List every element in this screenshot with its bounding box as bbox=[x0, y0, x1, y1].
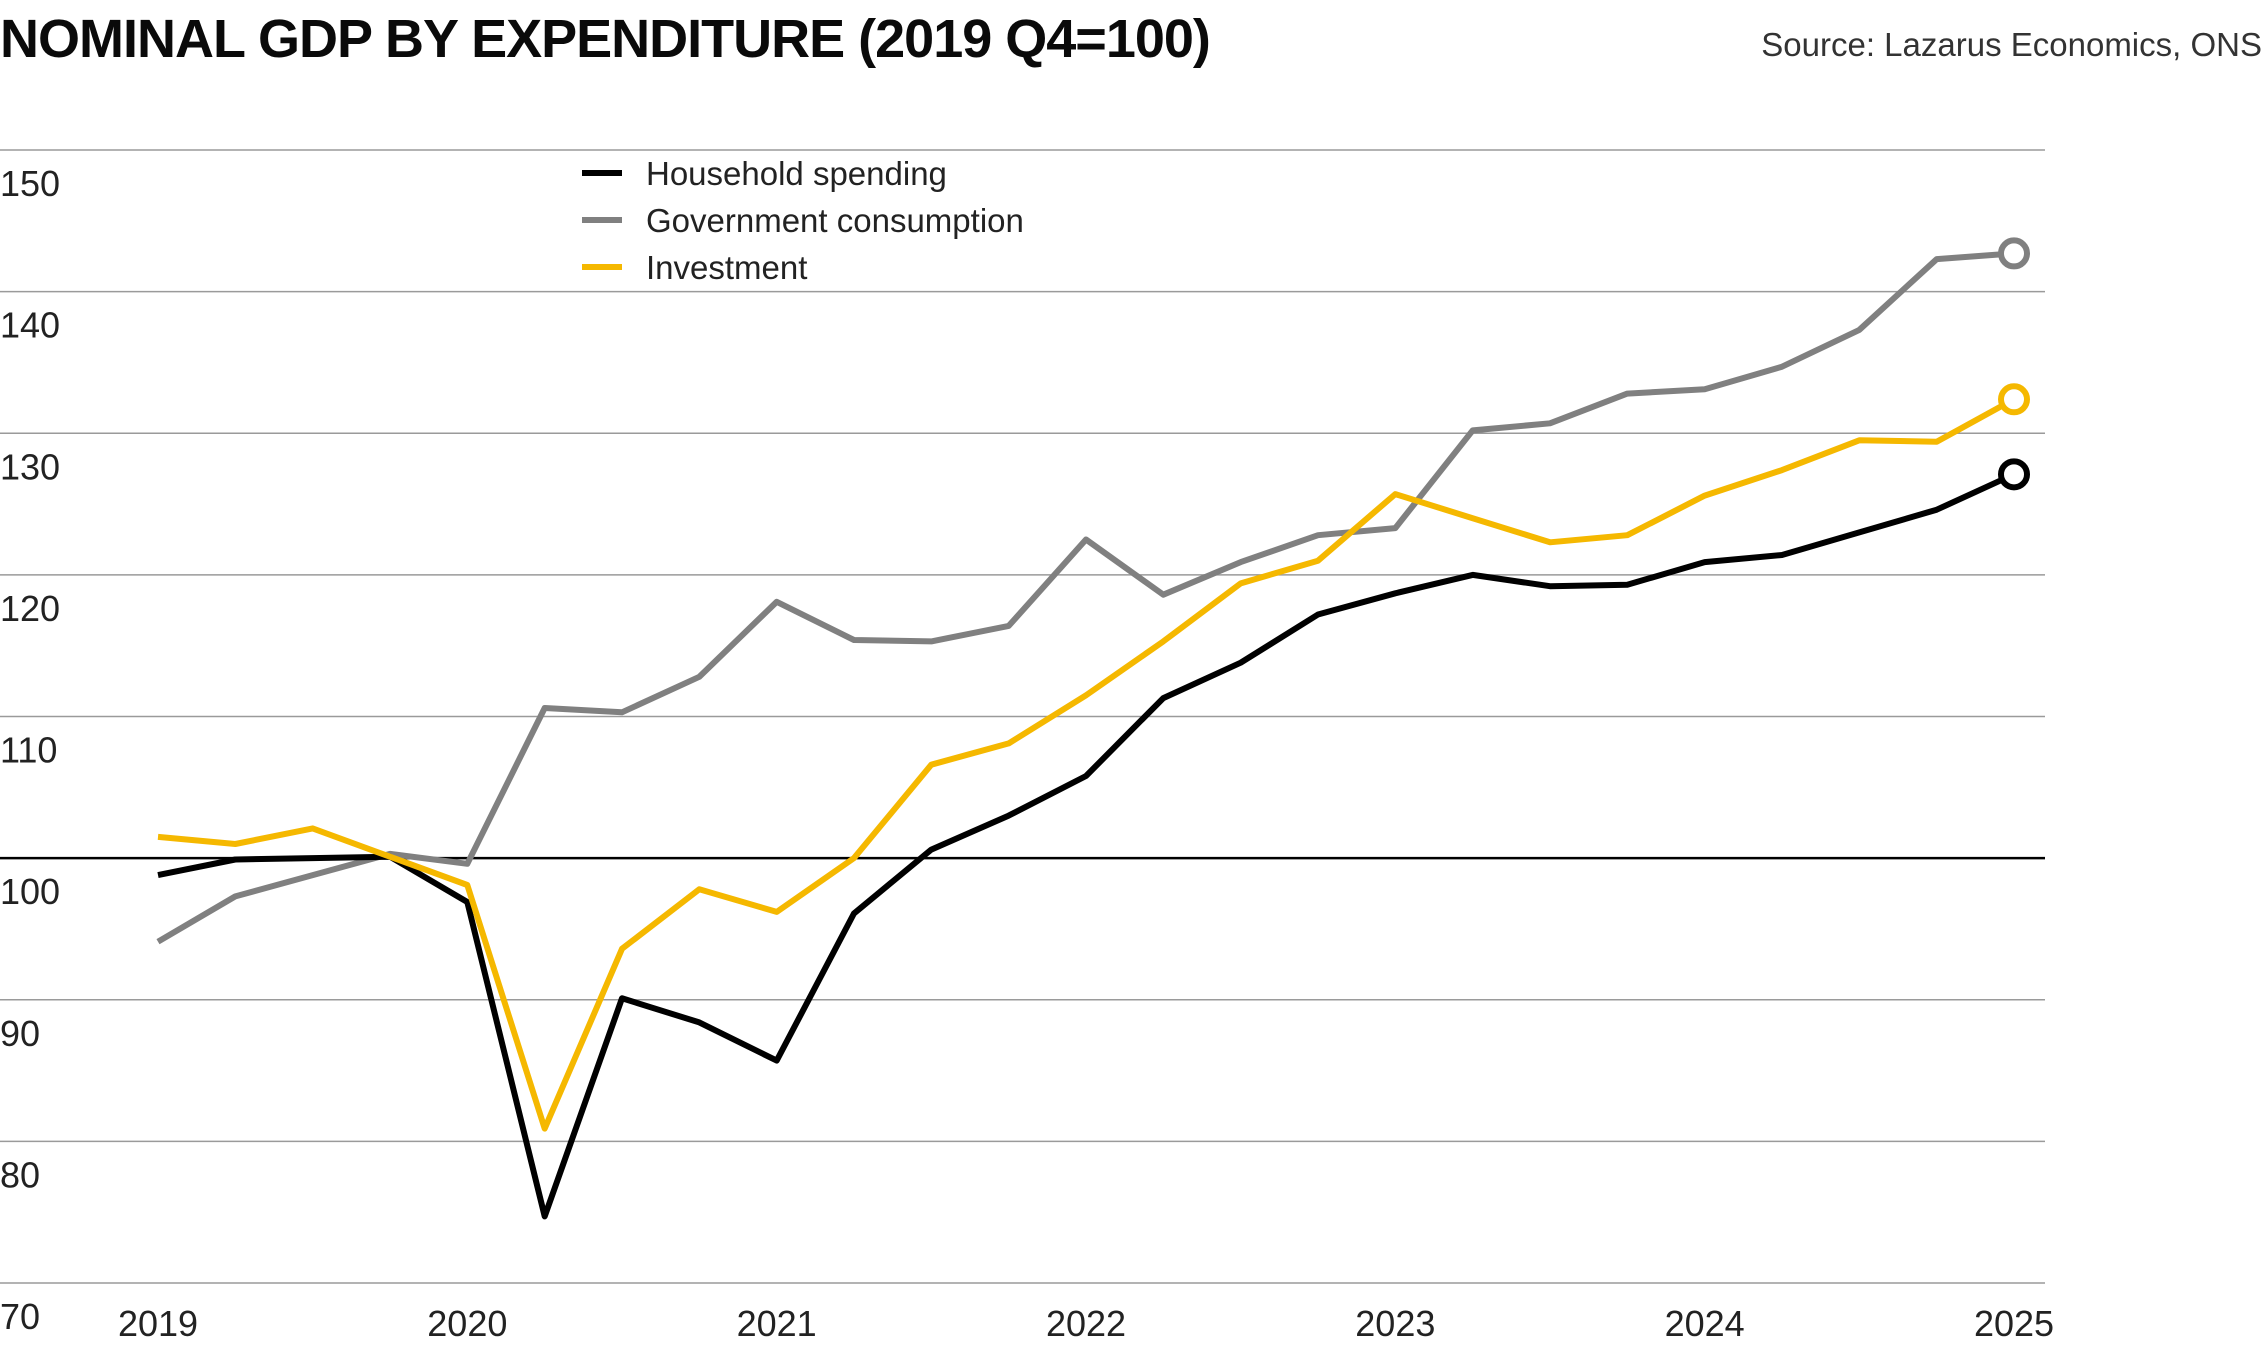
x-tick-label: 2024 bbox=[1665, 1303, 1745, 1344]
series-line-household-spending bbox=[157, 471, 2016, 1220]
legend-label-investment: Investment bbox=[646, 249, 807, 286]
chart-title: NOMINAL GDP BY EXPENDITURE (2019 Q4=100) bbox=[0, 9, 1211, 69]
series-end-marker-investment bbox=[1998, 383, 2030, 416]
legend: Household spending Government consumption… bbox=[582, 155, 1024, 286]
series-end-marker-government-consumption bbox=[1998, 237, 2030, 270]
y-tick-label: 140 bbox=[0, 305, 60, 346]
series-line-investment bbox=[157, 396, 2016, 1132]
x-tick-label: 2022 bbox=[1046, 1303, 1126, 1344]
y-tick-label: 100 bbox=[0, 871, 60, 912]
x-tick-label: 2021 bbox=[737, 1303, 817, 1344]
y-axis-ticks: 150 140 130 120 110 100 90 80 70 bbox=[0, 163, 60, 1337]
y-tick-label: 110 bbox=[0, 730, 57, 771]
gridlines bbox=[0, 149, 2045, 1284]
y-tick-label: 80 bbox=[0, 1154, 40, 1195]
y-tick-label: 120 bbox=[0, 588, 60, 629]
y-tick-label: 70 bbox=[0, 1296, 40, 1337]
y-tick-label: 130 bbox=[0, 446, 60, 487]
series-lines bbox=[156, 237, 2030, 1220]
chart-source: Source: Lazarus Economics, ONS bbox=[1761, 26, 2262, 63]
legend-label-government-consumption: Government consumption bbox=[646, 202, 1024, 239]
y-tick-label: 150 bbox=[0, 163, 60, 204]
series-end-marker-household-spending bbox=[1998, 458, 2030, 491]
x-tick-label: 2023 bbox=[1355, 1303, 1435, 1344]
series-line-government-consumption bbox=[156, 250, 2015, 945]
legend-label-household-spending: Household spending bbox=[646, 155, 947, 192]
x-axis-ticks: 2019 2020 2021 2022 2023 2024 2025 bbox=[118, 1303, 2054, 1344]
x-tick-label: 2020 bbox=[427, 1303, 507, 1344]
y-tick-label: 90 bbox=[0, 1013, 40, 1054]
x-tick-label: 2019 bbox=[118, 1303, 198, 1344]
x-tick-label: 2025 bbox=[1974, 1303, 2054, 1344]
